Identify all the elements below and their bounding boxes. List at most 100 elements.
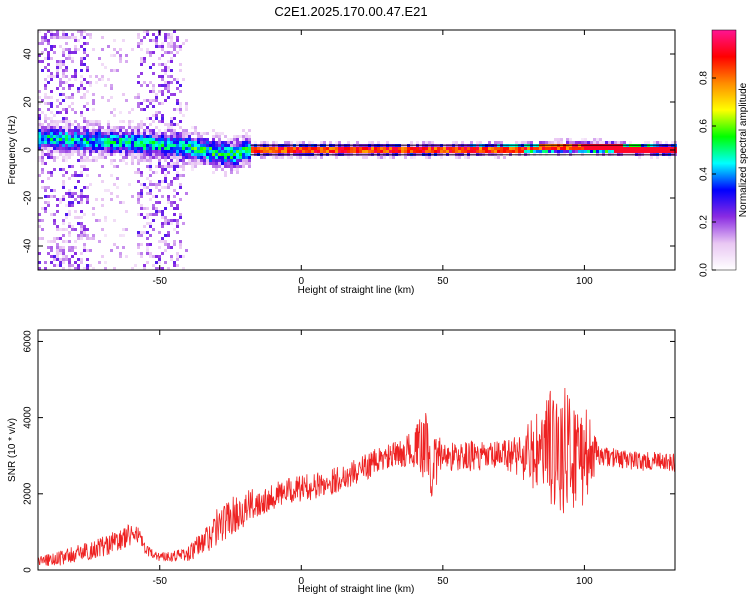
heatmap-cell: [50, 261, 53, 264]
heatmap-cell: [152, 141, 155, 144]
heatmap-cell: [167, 123, 170, 126]
heatmap-cell: [146, 135, 149, 138]
heatmap-cell: [290, 150, 293, 153]
heatmap-cell: [152, 219, 155, 222]
heatmap-cell: [200, 144, 203, 147]
heatmap-cell: [137, 123, 140, 126]
heatmap-cell: [140, 204, 143, 207]
heatmap-cell: [98, 240, 101, 243]
heatmap-cell: [59, 228, 62, 231]
heatmap-cell: [563, 147, 566, 150]
heatmap-cell: [38, 174, 41, 177]
heatmap-cell: [62, 186, 65, 189]
heatmap-cell: [62, 153, 65, 156]
heatmap-cell: [305, 147, 308, 150]
heatmap-cell: [170, 126, 173, 129]
heatmap-cell: [68, 225, 71, 228]
heatmap-cell: [539, 150, 542, 153]
heatmap-cell: [71, 228, 74, 231]
heatmap-cell: [155, 267, 158, 270]
heatmap-cell: [488, 150, 491, 153]
heatmap-cell: [77, 30, 80, 33]
heatmap-cell: [77, 153, 80, 156]
heatmap-cell: [176, 87, 179, 90]
heatmap-cell: [74, 198, 77, 201]
heatmap-cell: [317, 150, 320, 153]
heatmap-cell: [155, 150, 158, 153]
heatmap-cell: [62, 156, 65, 159]
heatmap-cell: [44, 153, 47, 156]
heatmap-cell: [626, 150, 629, 153]
heatmap-cell: [98, 153, 101, 156]
heatmap-cell: [104, 189, 107, 192]
heatmap-cell: [170, 156, 173, 159]
heatmap-cell: [212, 162, 215, 165]
heatmap-cell: [131, 150, 134, 153]
heatmap-cell: [131, 159, 134, 162]
spectrogram-y-tick-label: 20: [23, 96, 34, 108]
heatmap-cell: [176, 165, 179, 168]
heatmap-cell: [47, 123, 50, 126]
heatmap-cell: [173, 177, 176, 180]
heatmap-cell: [62, 261, 65, 264]
heatmap-cell: [110, 111, 113, 114]
heatmap-cell: [233, 165, 236, 168]
heatmap-cell: [89, 264, 92, 267]
heatmap-cell: [44, 210, 47, 213]
heatmap-cell: [155, 141, 158, 144]
heatmap-cell: [431, 141, 434, 144]
heatmap-cell: [47, 39, 50, 42]
heatmap-cell: [497, 141, 500, 144]
heatmap-cell: [167, 81, 170, 84]
heatmap-cell: [110, 150, 113, 153]
heatmap-cell: [110, 126, 113, 129]
heatmap-cell: [590, 150, 593, 153]
colorbar-gradient: [712, 30, 736, 270]
heatmap-cell: [161, 237, 164, 240]
heatmap-cell: [98, 150, 101, 153]
heatmap-cell: [53, 120, 56, 123]
colorbar-tick-label: 0.6: [699, 119, 710, 133]
heatmap-cell: [143, 231, 146, 234]
heatmap-cell: [80, 252, 83, 255]
heatmap-cell: [227, 159, 230, 162]
heatmap-cell: [125, 132, 128, 135]
heatmap-cell: [173, 240, 176, 243]
heatmap-cell: [122, 147, 125, 150]
heatmap-cell: [38, 60, 41, 63]
heatmap-cell: [77, 147, 80, 150]
heatmap-cell: [59, 153, 62, 156]
heatmap-cell: [80, 159, 83, 162]
heatmap-cell: [170, 120, 173, 123]
heatmap-cell: [92, 234, 95, 237]
heatmap-cell: [596, 138, 599, 141]
heatmap-cell: [44, 144, 47, 147]
heatmap-cell: [95, 75, 98, 78]
heatmap-cell: [65, 144, 68, 147]
heatmap-cell: [251, 150, 254, 153]
heatmap-cell: [215, 168, 218, 171]
heatmap-cell: [173, 54, 176, 57]
heatmap-cell: [110, 135, 113, 138]
heatmap-cell: [83, 36, 86, 39]
heatmap-cell: [53, 150, 56, 153]
heatmap-cell: [38, 141, 41, 144]
heatmap-cell: [323, 141, 326, 144]
heatmap-cell: [173, 150, 176, 153]
heatmap-cell: [71, 165, 74, 168]
heatmap-cell: [107, 138, 110, 141]
heatmap-cell: [38, 261, 41, 264]
heatmap-cell: [44, 84, 47, 87]
heatmap-cell: [293, 147, 296, 150]
heatmap-cell: [557, 138, 560, 141]
heatmap-cell: [74, 75, 77, 78]
heatmap-cell: [590, 147, 593, 150]
heatmap-cell: [59, 60, 62, 63]
heatmap-cell: [641, 147, 644, 150]
heatmap-cell: [158, 261, 161, 264]
heatmap-cell: [65, 36, 68, 39]
heatmap-cell: [647, 141, 650, 144]
heatmap-cell: [158, 255, 161, 258]
heatmap-cell: [218, 138, 221, 141]
heatmap-cell: [68, 222, 71, 225]
